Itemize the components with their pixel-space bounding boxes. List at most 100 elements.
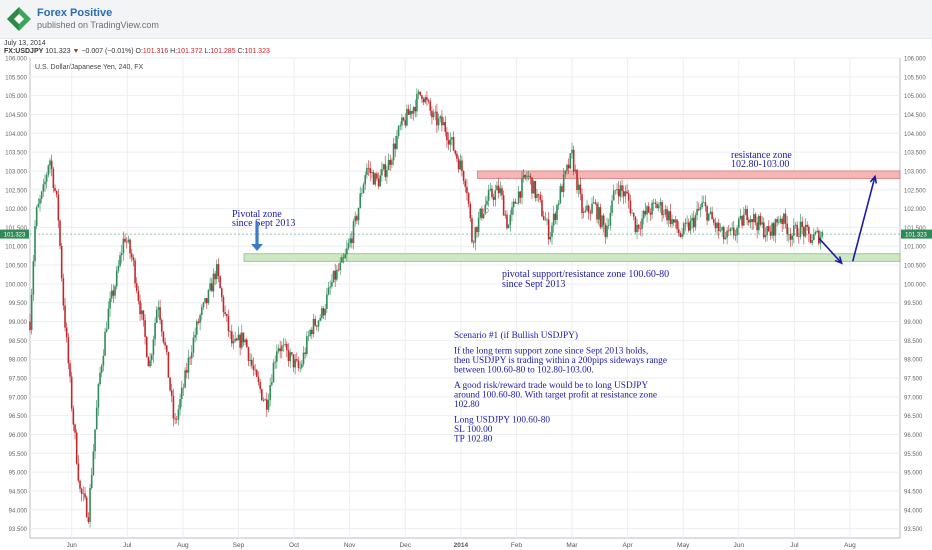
candle-body — [112, 290, 115, 296]
candle-body — [702, 202, 705, 203]
candle-body — [692, 217, 695, 228]
candle-body — [502, 195, 505, 216]
published-on-text: published on TradingView.com — [37, 20, 159, 30]
y-tick-label-right: 102.500 — [904, 188, 926, 194]
candle-body — [354, 216, 357, 222]
candle-body — [167, 351, 170, 378]
candle-body — [626, 191, 628, 194]
candle-body — [572, 149, 575, 172]
candle-body — [132, 257, 135, 261]
candle-body — [764, 235, 767, 238]
price-change: −0.007 (−0.01%) — [81, 48, 134, 55]
candle-body — [204, 298, 206, 303]
candle-body — [766, 226, 768, 236]
candle-body — [189, 357, 191, 359]
candle-body — [49, 160, 51, 166]
candle-body — [811, 240, 813, 243]
candle-body — [154, 322, 156, 340]
candle-body — [751, 219, 753, 223]
candle-body — [662, 214, 665, 216]
candle-body — [432, 112, 435, 118]
scenario-line: SL 100.00 — [454, 425, 493, 435]
candle-body — [664, 209, 667, 215]
candle-body — [334, 270, 336, 280]
candle-body — [207, 290, 210, 304]
candle-body — [441, 116, 443, 126]
y-tick-label-right: 103.500 — [904, 151, 926, 157]
candle-body — [367, 167, 370, 169]
candle-body — [571, 149, 573, 154]
tradingview-logo-icon — [7, 7, 31, 31]
candle-body — [561, 186, 563, 192]
candle-body — [190, 352, 193, 359]
candle-body — [417, 91, 420, 94]
y-tick-label-right: 101.000 — [904, 245, 926, 251]
candle-body — [659, 202, 662, 206]
y-tick-label-left: 99.500 — [9, 301, 28, 307]
candle-body — [657, 205, 660, 209]
candle-body — [749, 219, 752, 223]
x-tick-label: 2014 — [454, 542, 469, 549]
y-tick-label-left: 101.500 — [5, 226, 27, 232]
candle-body — [75, 432, 78, 464]
candle-body — [818, 230, 820, 244]
low-value: 101.285 — [210, 48, 236, 55]
candle-body — [677, 229, 680, 234]
last-price-tag-right — [901, 229, 932, 239]
candle-body — [621, 185, 623, 192]
candles-layer — [29, 88, 900, 528]
candle-body — [30, 294, 33, 330]
y-tick-label-right: 102.000 — [904, 207, 926, 213]
candle-body — [249, 359, 251, 361]
candle-body — [791, 235, 793, 240]
candle-body — [404, 120, 407, 126]
candle-body — [672, 219, 675, 223]
candle-body — [574, 169, 577, 172]
candle-body — [489, 188, 492, 191]
candle-body — [85, 497, 88, 518]
candle-body — [601, 215, 603, 228]
candle-body — [40, 191, 43, 199]
candle-body — [242, 332, 245, 343]
y-axis: 93.500 93.500 94.000 94.000 94.500 94.500 95.0… — [0, 57, 932, 533]
y-tick-label-left: 96.000 — [9, 433, 28, 439]
candle-body — [447, 140, 450, 145]
candle-body — [212, 273, 215, 292]
candle-body — [701, 202, 703, 208]
x-tick-label: Mar — [566, 542, 578, 549]
candle-body — [90, 475, 93, 488]
candle-body — [654, 202, 657, 204]
candle-body — [421, 95, 423, 99]
candle-body — [424, 97, 427, 103]
candle-body — [100, 365, 103, 373]
candle-body — [184, 370, 186, 388]
candle-body — [374, 173, 377, 185]
candle-body — [512, 201, 515, 208]
y-tick-label-left: 104.500 — [5, 113, 27, 119]
candle-body — [180, 387, 183, 400]
candle-body — [567, 164, 570, 169]
candle-body — [349, 238, 352, 244]
candle-body — [361, 193, 363, 194]
candle-body — [477, 217, 480, 233]
candle-body — [482, 213, 485, 219]
candle-body — [669, 211, 672, 225]
candle-body — [484, 204, 487, 214]
candle-body — [492, 196, 495, 200]
x-tick-label: Jun — [66, 542, 77, 549]
candle-body — [592, 202, 595, 204]
candle-body — [641, 218, 643, 229]
open-value: 101.316 — [142, 48, 169, 55]
candle-body — [531, 177, 533, 194]
scenario-line: between 100.60-80 to 102.80-103.00. — [454, 366, 594, 376]
y-tick-label-left: 94.000 — [9, 508, 28, 514]
y-tick-label-left: 97.000 — [9, 395, 28, 401]
candle-body — [599, 207, 602, 228]
y-tick-label-right: 99.500 — [904, 301, 923, 307]
candle-body — [594, 202, 597, 204]
author-name[interactable]: Forex Positive — [37, 7, 113, 19]
y-tick-label-right: 103.000 — [904, 169, 926, 175]
candle-body — [509, 214, 512, 225]
candle-body — [406, 108, 408, 126]
